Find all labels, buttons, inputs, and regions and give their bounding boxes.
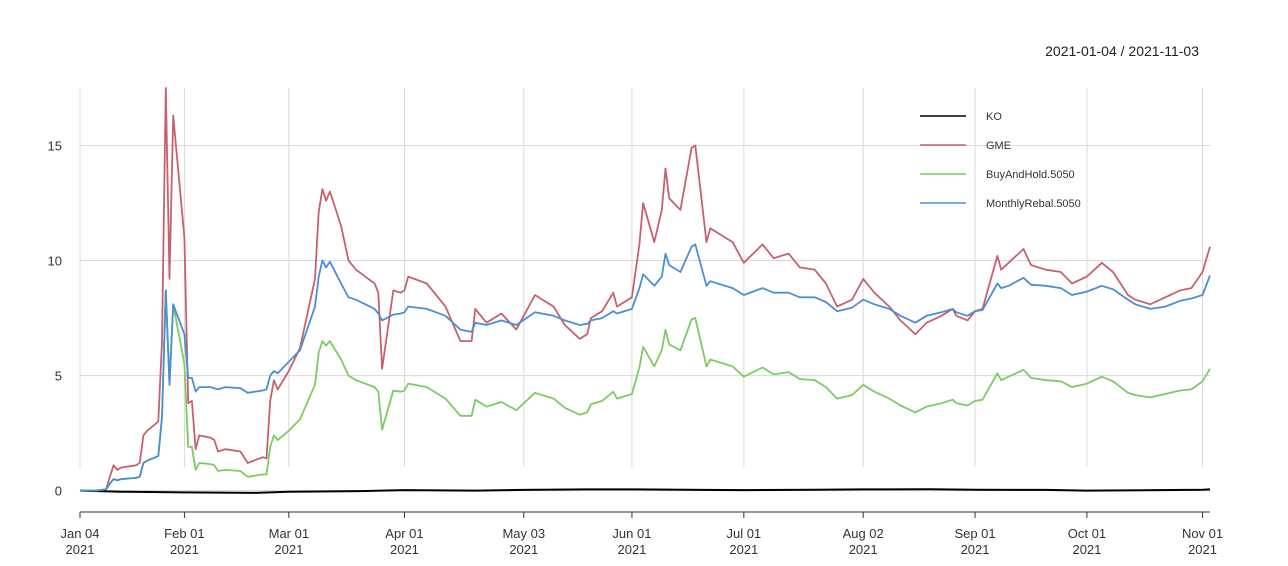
legend-label: GME	[986, 140, 1011, 152]
series-line-monthlyrebal-5050	[80, 243, 1211, 492]
date-range-label: 2021-01-04 / 2021-11-03	[1045, 43, 1199, 59]
x-tick-label: Nov 01	[1182, 526, 1223, 541]
x-tick-label: May 03	[502, 526, 545, 541]
x-tick-label: Jan 04	[60, 526, 99, 541]
x-tick-label: Jul 01	[726, 526, 761, 541]
x-tick-year: 2021	[1188, 542, 1217, 557]
series-line-ko	[79, 488, 1211, 494]
legend-label: KO	[986, 111, 1002, 123]
x-tick-year: 2021	[170, 542, 199, 557]
series-line-gme	[80, 87, 1211, 492]
x-tick-label: Mar 01	[269, 526, 309, 541]
x-tick-year: 2021	[390, 542, 419, 557]
y-tick-label: 0	[55, 484, 62, 499]
x-tick-label: Jun 01	[612, 526, 651, 541]
x-tick-year: 2021	[1072, 542, 1101, 557]
x-tick-year: 2021	[66, 542, 95, 557]
y-axis: 0 5 10 15	[48, 139, 62, 499]
x-tick-year: 2021	[961, 542, 990, 557]
x-tick-year: 2021	[849, 542, 878, 557]
x-tick-label: Feb 01	[164, 526, 204, 541]
legend: KO GME BuyAndHold.5050 MonthlyRebal.5050	[920, 111, 1081, 210]
x-tick-label: Aug 02	[843, 526, 884, 541]
x-tick-label: Apr 01	[385, 526, 423, 541]
x-tick-year: 2021	[729, 542, 758, 557]
y-tick-label: 5	[55, 369, 62, 384]
x-tick-label: Sep 01	[954, 526, 995, 541]
legend-label: BuyAndHold.5050	[986, 169, 1075, 181]
series-line-buyandhold-5050	[80, 289, 1211, 492]
series-lines	[79, 87, 1211, 494]
legend-label: MonthlyRebal.5050	[986, 198, 1081, 210]
y-tick-label: 10	[48, 254, 62, 269]
y-tick-label: 15	[48, 139, 62, 154]
x-tick-year: 2021	[617, 542, 646, 557]
x-tick-year: 2021	[274, 542, 303, 557]
x-tick-year: 2021	[509, 542, 538, 557]
grid-lines	[79, 88, 1210, 492]
x-tick-label: Oct 01	[1068, 526, 1106, 541]
